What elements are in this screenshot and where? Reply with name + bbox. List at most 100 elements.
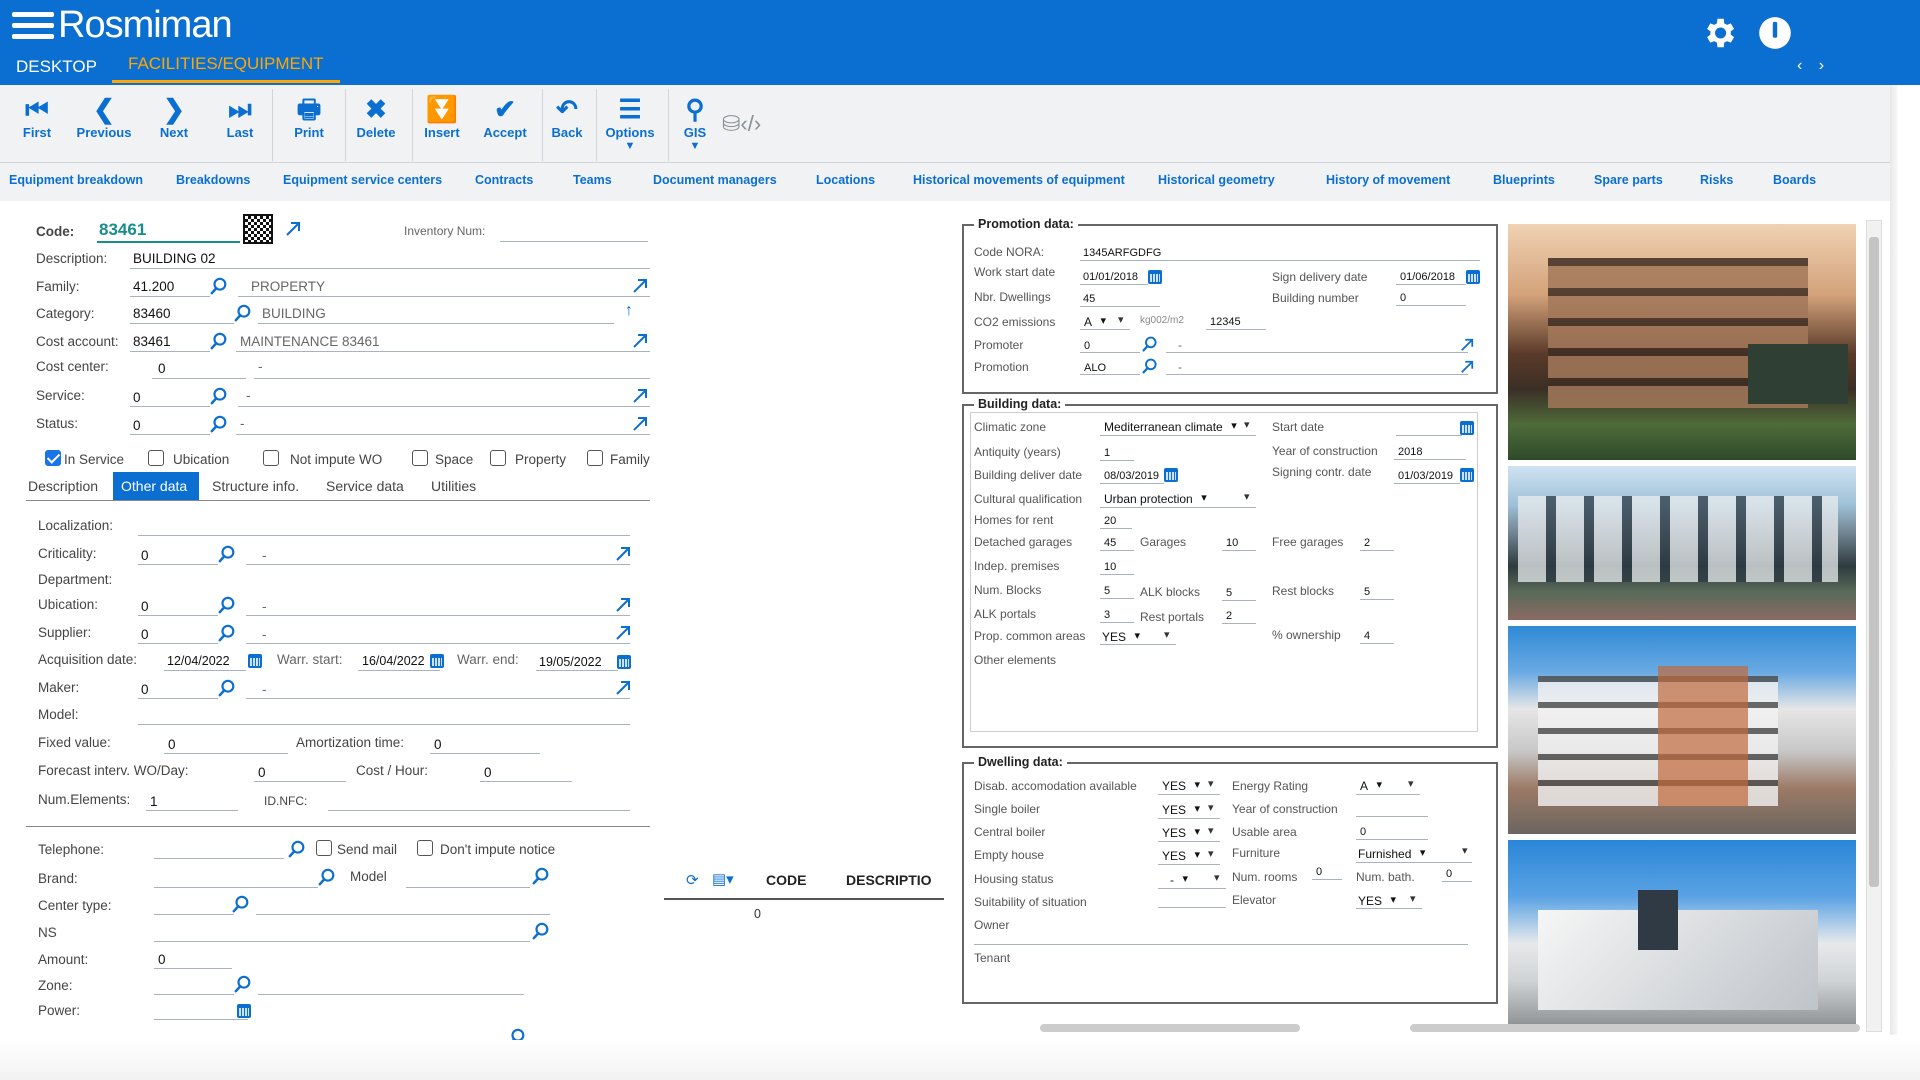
gis-button[interactable]: ⚲ GIS ▼ — [680, 93, 710, 152]
search-icon[interactable] — [218, 679, 236, 697]
promoter-value[interactable]: 0 — [1084, 340, 1091, 352]
empty-house-dropdown[interactable]: YES — [1162, 848, 1200, 863]
calendar-icon[interactable] — [1148, 270, 1162, 284]
cultural-dropdown[interactable]: Urban protection — [1104, 491, 1206, 506]
in-service-checkbox[interactable] — [45, 450, 61, 466]
open-link-icon[interactable] — [632, 278, 648, 294]
warranty-start-value[interactable]: 16/04/2022 — [362, 654, 425, 668]
gear-icon[interactable] — [1700, 14, 1738, 52]
rest-blocks-value[interactable]: 5 — [1364, 586, 1371, 598]
supplier-value[interactable]: 0 — [141, 627, 149, 642]
delete-button[interactable]: ✖ Delete — [352, 93, 400, 140]
subtab-spare-parts[interactable]: Spare parts — [1594, 173, 1663, 187]
forecast-value[interactable]: 0 — [258, 765, 266, 780]
amortization-value[interactable]: 0 — [434, 737, 442, 752]
open-link-icon[interactable] — [632, 388, 648, 404]
fixed-value[interactable]: 0 — [168, 737, 176, 752]
options-button[interactable]: ☰ Options ▼ — [605, 94, 655, 152]
homes-rent-value[interactable]: 20 — [1104, 515, 1117, 527]
chevron-down-icon[interactable]: ▾ — [1208, 825, 1214, 837]
cost-account-code[interactable]: 83461 — [133, 334, 171, 349]
alk-portals-value[interactable]: 3 — [1104, 609, 1111, 621]
search-icon[interactable] — [218, 596, 236, 614]
garages-value[interactable]: 10 — [1226, 537, 1239, 549]
database-code-icon[interactable]: ⛁‹/› — [722, 111, 762, 136]
rest-portals-value[interactable]: 2 — [1226, 610, 1233, 622]
chevron-down-icon[interactable]: ▾ — [1462, 845, 1468, 857]
subtab-history-of-movement[interactable]: History of movement — [1326, 173, 1451, 187]
co2-rating-dropdown[interactable]: A — [1084, 314, 1106, 329]
search-icon[interactable] — [288, 840, 306, 858]
calendar-icon[interactable] — [430, 654, 444, 668]
num-rooms-value[interactable]: 0 — [1316, 866, 1323, 878]
calendar-icon[interactable] — [248, 654, 262, 668]
furniture-dropdown[interactable]: Furnished — [1358, 846, 1426, 861]
subtab-teams[interactable]: Teams — [573, 173, 612, 187]
space-checkbox[interactable] — [412, 450, 428, 466]
grid-cell-code[interactable]: 0 — [754, 907, 761, 921]
service-code[interactable]: 0 — [133, 390, 141, 405]
cost-center-code[interactable]: 0 — [158, 361, 166, 376]
work-start-value[interactable]: 01/01/2018 — [1083, 271, 1139, 283]
prop-common-dropdown[interactable]: YES — [1102, 629, 1140, 644]
subtab-service-centers[interactable]: Equipment service centers — [283, 173, 443, 187]
num-elements-value[interactable]: 1 — [150, 794, 158, 809]
chevron-down-icon[interactable]: ▾ — [1208, 802, 1214, 814]
criticality-value[interactable]: 0 — [141, 548, 149, 563]
open-link-icon[interactable] — [615, 546, 631, 562]
open-link-icon[interactable] — [632, 416, 648, 432]
subtab-historical-geometry[interactable]: Historical geometry — [1158, 173, 1275, 187]
tab-structure-info[interactable]: Structure info. — [212, 478, 300, 494]
status-code[interactable]: 0 — [133, 418, 141, 433]
subtab-equipment-breakdown[interactable]: Equipment breakdown — [9, 173, 144, 187]
building-photo-2[interactable] — [1508, 466, 1856, 620]
category-code[interactable]: 83460 — [133, 306, 171, 321]
arrow-up-icon[interactable]: ↑ — [625, 302, 633, 319]
chevron-down-icon[interactable]: ▾ — [1244, 419, 1250, 431]
previous-button[interactable]: ❮ Previous — [72, 93, 136, 140]
chevron-down-icon[interactable]: ▾ — [1208, 848, 1214, 860]
ubication-checkbox[interactable] — [148, 450, 164, 466]
promotion-value[interactable]: ALO — [1084, 362, 1107, 374]
acquisition-date-value[interactable]: 12/04/2022 — [167, 654, 230, 668]
property-checkbox[interactable] — [490, 450, 506, 466]
detached-garages-value[interactable]: 45 — [1104, 537, 1117, 549]
climatic-zone-dropdown[interactable]: Mediterranean climate — [1104, 419, 1236, 434]
tab-description[interactable]: Description — [28, 478, 99, 494]
search-icon[interactable] — [318, 868, 336, 886]
calendar-icon[interactable] — [1164, 468, 1178, 482]
search-icon[interactable] — [218, 624, 236, 642]
accept-button[interactable]: ✔ Accept — [480, 93, 530, 140]
ubication-value[interactable]: 0 — [141, 599, 149, 614]
maker-value[interactable]: 0 — [141, 682, 149, 697]
indep-premises-value[interactable]: 10 — [1104, 561, 1117, 573]
open-link-icon[interactable] — [1460, 360, 1474, 374]
chevron-down-icon[interactable]: ▾ — [1410, 893, 1416, 905]
nav-arrows[interactable]: ‹ › — [1797, 57, 1831, 74]
search-icon[interactable] — [210, 387, 228, 405]
search-icon[interactable] — [218, 545, 236, 563]
chevron-down-icon[interactable]: ▾ — [1244, 491, 1250, 503]
search-icon[interactable] — [532, 922, 550, 940]
central-boiler-dropdown[interactable]: YES — [1162, 825, 1200, 840]
search-icon[interactable] — [532, 867, 550, 885]
sign-delivery-value[interactable]: 01/06/2018 — [1400, 271, 1456, 283]
free-garages-value[interactable]: 2 — [1364, 537, 1371, 549]
disab-dropdown[interactable]: YES — [1162, 778, 1200, 793]
last-button[interactable]: ⏭ Last — [220, 93, 260, 140]
next-button[interactable]: ❯ Next — [152, 93, 196, 140]
usable-area-value[interactable]: 0 — [1360, 826, 1367, 838]
search-icon[interactable] — [234, 304, 252, 322]
subtab-contracts[interactable]: Contracts — [475, 173, 534, 187]
year-construction-value[interactable]: 2018 — [1398, 446, 1423, 458]
building-photo-3[interactable] — [1508, 626, 1856, 834]
housing-status-dropdown[interactable]: - — [1170, 872, 1188, 887]
open-link-icon[interactable] — [285, 221, 301, 237]
back-button[interactable]: ↶ Back — [548, 93, 586, 140]
subtab-document-managers[interactable]: Document managers — [653, 173, 777, 187]
alk-blocks-value[interactable]: 5 — [1226, 587, 1233, 599]
first-button[interactable]: ⏮ First — [20, 93, 54, 140]
horizontal-scrollbar[interactable] — [1410, 1024, 1860, 1032]
search-icon[interactable] — [1142, 336, 1158, 352]
deliver-date-value[interactable]: 08/03/2019 — [1104, 470, 1160, 482]
